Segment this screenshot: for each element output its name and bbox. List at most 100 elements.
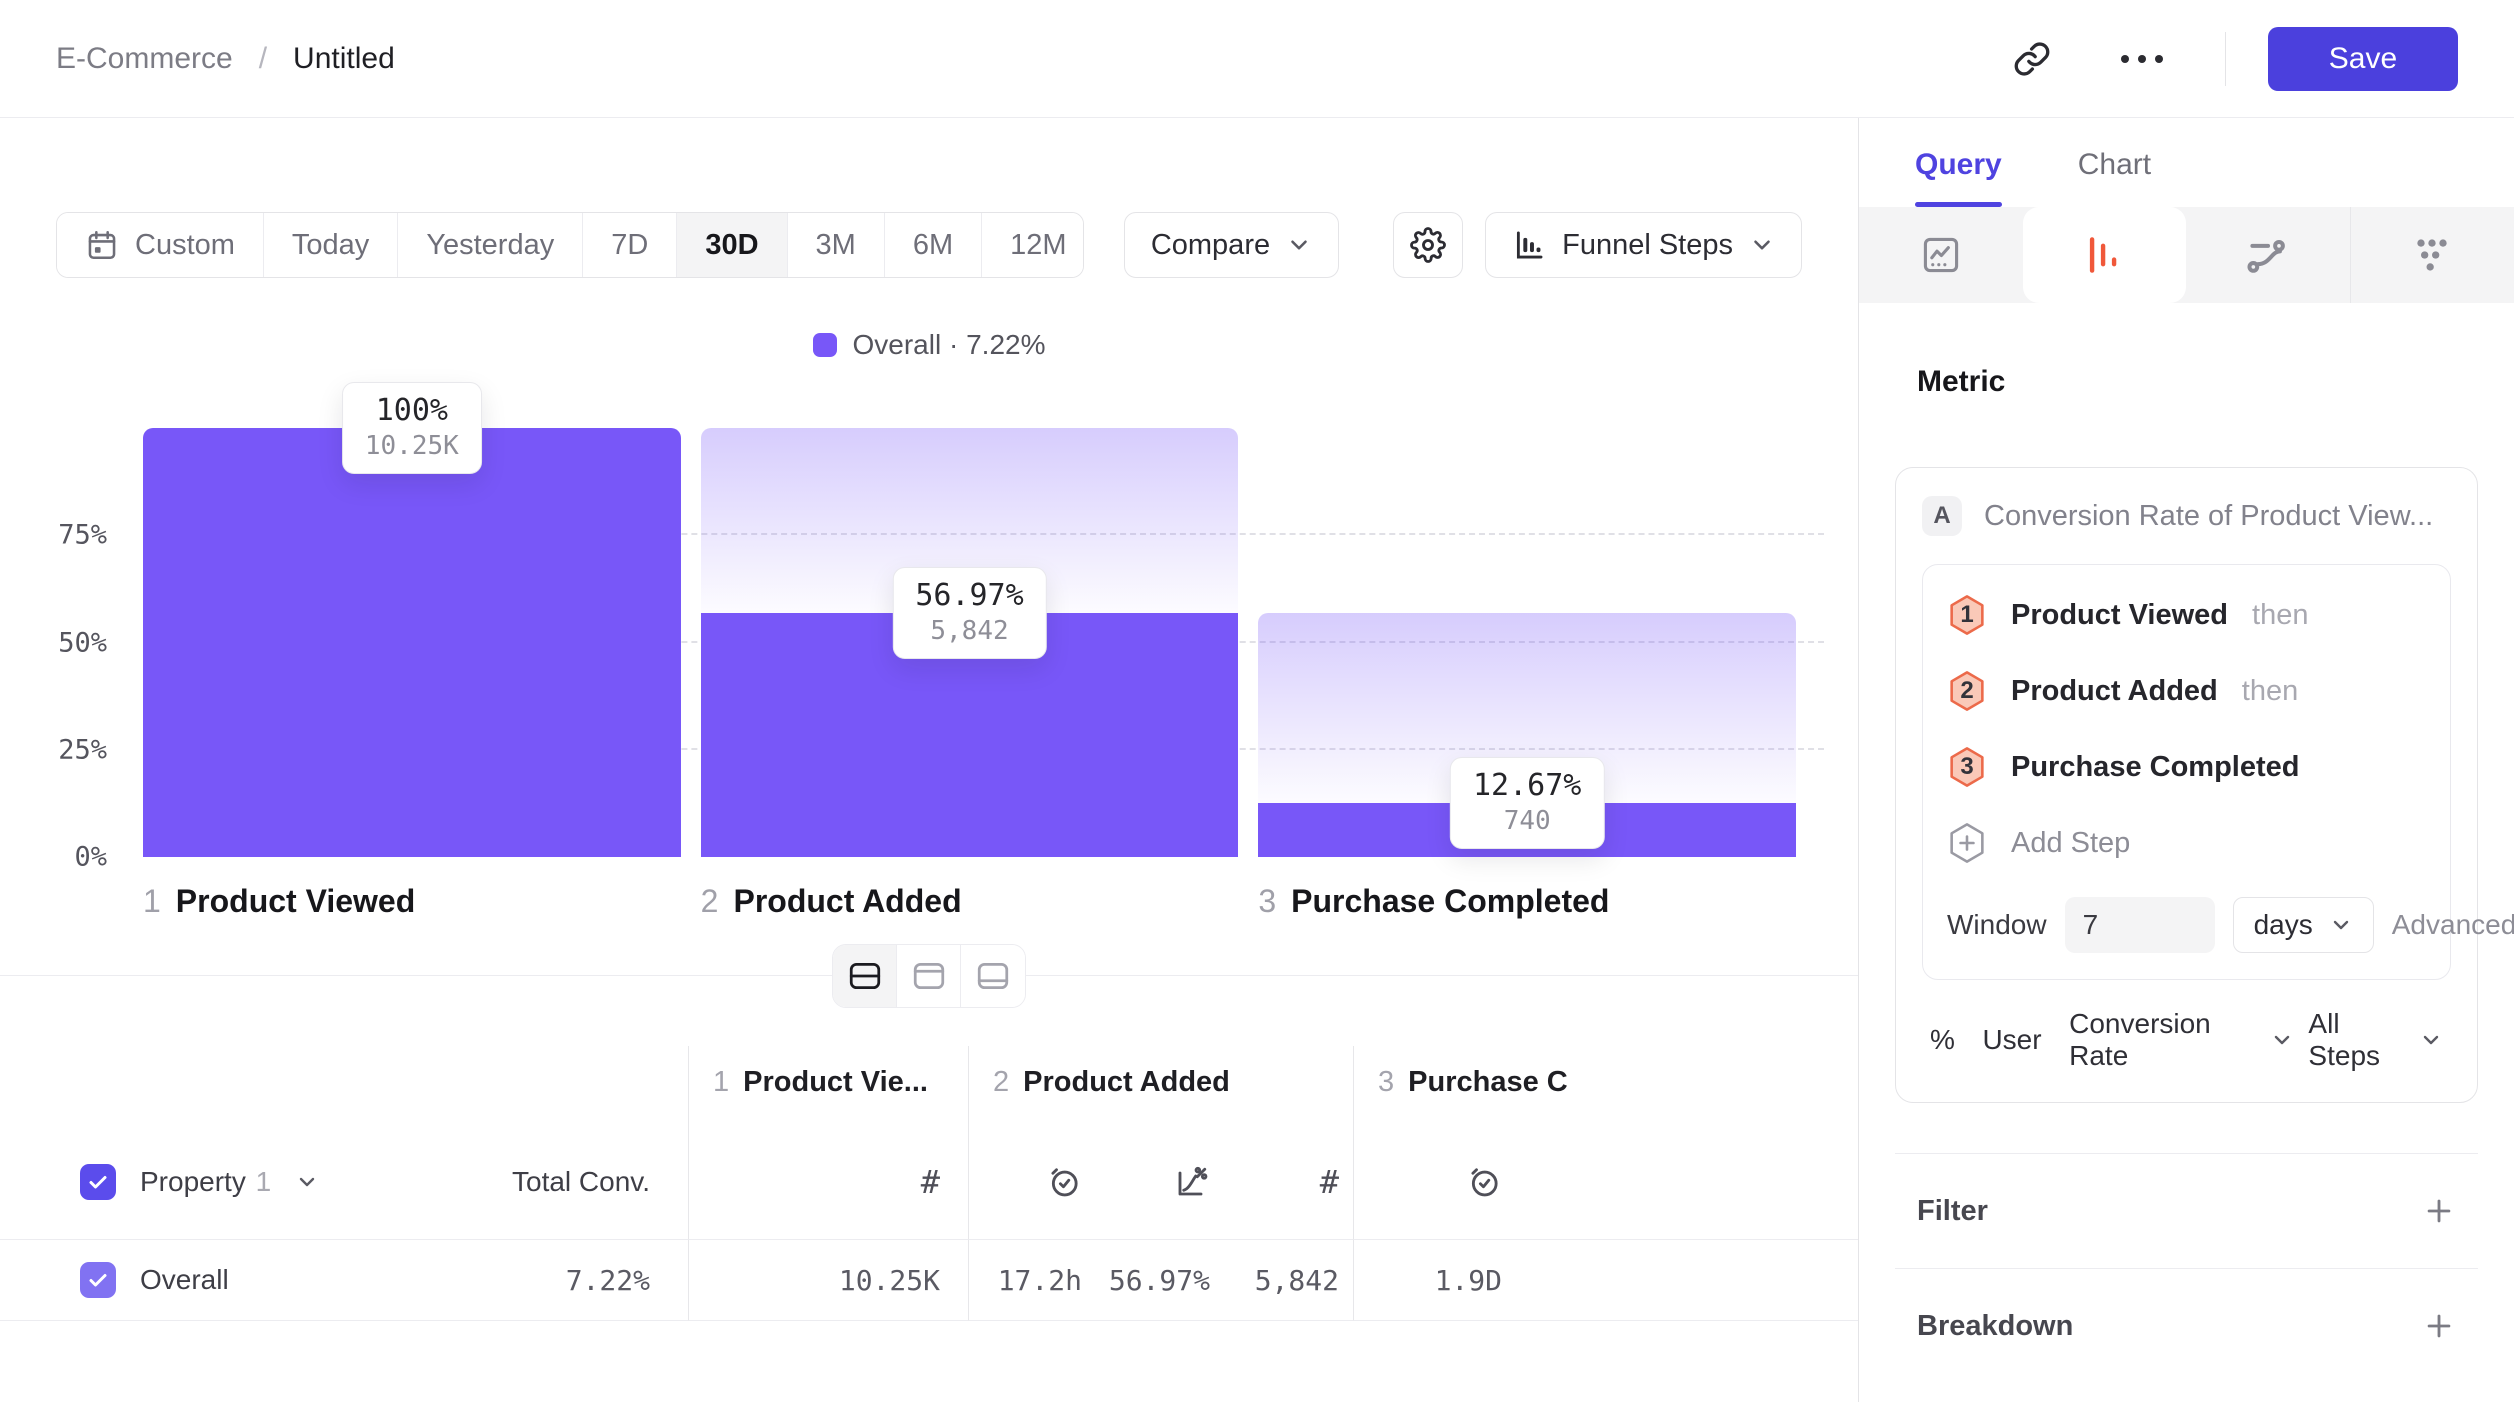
legend-value: 7.22%	[966, 329, 1046, 360]
step-label-3: 3 Purchase Completed	[1258, 882, 1610, 919]
funnel-bar-step-1[interactable]: 100% 10.25K	[143, 382, 681, 857]
range-30d-selected[interactable]: 30D	[677, 213, 788, 277]
counting-entity[interactable]: User	[1982, 1024, 2042, 1055]
metric-heading: Metric	[1917, 365, 2006, 398]
chart-only-view-toggle[interactable]	[897, 945, 961, 1007]
dots-grid-tab[interactable]	[2351, 207, 2514, 303]
funnel-steps-card: 1 Product Viewed then 2 Product Added th…	[1922, 564, 2514, 980]
funnel-step-row-1[interactable]: 1 Product Viewed then	[1947, 577, 2426, 653]
range-yesterday[interactable]: Yesterday	[398, 213, 584, 277]
funnel-step-row-2[interactable]: 2 Product Added then	[1947, 653, 2426, 729]
x-axis-step-labels: 1 Product Viewed 2 Product Added 3 Purch…	[143, 883, 1796, 919]
range-today[interactable]: Today	[263, 213, 399, 277]
funnel-chart: 75% 50% 25% 0% 100% 10.25K 56.97% 5,842	[58, 382, 1824, 873]
counting-measure-select[interactable]: Conversion Rate	[2069, 1008, 2294, 1072]
window-label: Window	[1947, 909, 2047, 940]
tooltip-percent: 100%	[375, 393, 448, 428]
breadcrumb-root[interactable]: E-Commerce	[56, 41, 233, 75]
flow-chart-tab[interactable]	[2186, 207, 2351, 303]
steps-scope-select[interactable]: All Steps	[2308, 1008, 2443, 1072]
row-step2-count: 5,842	[1224, 1239, 1353, 1321]
y-axis-tick: 0%	[74, 841, 107, 873]
step-hexagon-badge: 3	[1947, 746, 1987, 788]
window-value-input[interactable]	[2064, 897, 2215, 953]
tab-chart[interactable]: Chart	[2078, 148, 2151, 207]
funnel-chart-tab-selected[interactable]	[2022, 207, 2186, 303]
range-6m[interactable]: 6M	[884, 213, 983, 277]
chevron-down-icon	[1749, 232, 1775, 258]
bar-tooltip: 56.97% 5,842	[892, 566, 1047, 659]
table-group-step-1: 1 Product Vie...	[688, 1046, 968, 1124]
table-only-view-toggle[interactable]	[961, 945, 1025, 1007]
top-bar: E-Commerce / Untitled Save	[0, 0, 2514, 118]
table-group-step-2: 2 Product Added	[968, 1046, 1353, 1124]
save-button[interactable]: Save	[2268, 26, 2458, 91]
count-column-icon[interactable]: #	[920, 1162, 940, 1201]
plus-icon	[2422, 1194, 2456, 1228]
breakdown-label: Breakdown	[1917, 1309, 2074, 1342]
chevron-down-icon[interactable]	[295, 1170, 319, 1194]
funnel-step-row-3[interactable]: 3 Purchase Completed	[1947, 729, 2426, 805]
link-icon	[2013, 40, 2051, 78]
funnel-bar-step-3[interactable]: 12.67% 740	[1258, 428, 1797, 857]
chart-settings-button[interactable]	[1393, 212, 1464, 278]
compare-button[interactable]: Compare	[1123, 212, 1340, 278]
chart-type-dropdown[interactable]: Funnel Steps	[1485, 212, 1802, 278]
top-panel-icon	[911, 958, 947, 994]
select-all-checkbox[interactable]	[80, 1163, 116, 1200]
range-custom[interactable]: Custom	[57, 213, 264, 277]
row-checkbox[interactable]	[80, 1262, 116, 1298]
property-column-header[interactable]: Property 1	[140, 1165, 272, 1197]
metric-title-row[interactable]: A Conversion Rate of Product View...	[1922, 496, 2451, 536]
chart-type-tabs	[1859, 207, 2514, 303]
gridline-75	[143, 533, 1824, 536]
advanced-toggle[interactable]: Advanced	[2392, 909, 2514, 941]
window-unit-select[interactable]: days	[2232, 897, 2374, 953]
chevron-down-icon	[2419, 1028, 2443, 1052]
range-3m[interactable]: 3M	[787, 213, 885, 277]
add-step-button[interactable]: Add Step	[1947, 805, 2426, 881]
bottom-panel-icon	[975, 958, 1011, 994]
step-hexagon-badge: 1	[1947, 594, 1987, 636]
count-column-icon[interactable]: #	[1319, 1162, 1339, 1201]
share-link-button[interactable]	[2013, 40, 2051, 78]
bar-solid	[143, 428, 681, 857]
funnel-bar-step-2[interactable]: 56.97% 5,842	[700, 428, 1239, 857]
y-axis-tick: 75%	[58, 519, 107, 551]
chevron-down-icon	[2329, 913, 2353, 937]
split-view-toggle[interactable]	[833, 945, 897, 1007]
step-hexagon-badge: 2	[1947, 670, 1987, 712]
more-options-button[interactable]	[2120, 54, 2163, 63]
sidebar-tabs: Query Chart	[1859, 118, 2514, 207]
table-row	[0, 1239, 80, 1321]
filter-section: Filter	[1895, 1153, 2478, 1268]
results-table: 1 Product Vie... 2 Product Added 3 Purch…	[0, 1046, 1858, 1321]
range-7d[interactable]: 7D	[583, 213, 678, 277]
metric-footer-row: % User Conversion Rate All Steps	[1922, 980, 2451, 1102]
add-filter-button[interactable]	[2422, 1194, 2456, 1228]
avg-time-column-icon[interactable]	[1046, 1164, 1082, 1200]
line-chart-tab[interactable]	[1859, 207, 2023, 303]
metric-badge: A	[1922, 496, 1962, 536]
conversion-window-row: Window days Advanced	[1947, 897, 2514, 953]
chart-legend[interactable]: Overall · 7.22%	[0, 328, 1858, 362]
row-name: Overall	[140, 1264, 229, 1295]
chevron-down-icon	[1286, 232, 1312, 258]
step-label-2: 2 Product Added	[700, 882, 962, 919]
breadcrumb-current[interactable]: Untitled	[293, 41, 395, 75]
calendar-icon	[85, 228, 119, 262]
split-view-icon	[847, 958, 883, 994]
line-chart-icon	[1919, 233, 1963, 277]
chevron-down-icon	[2270, 1028, 2294, 1052]
range-12m[interactable]: 12M	[982, 213, 1083, 277]
add-breakdown-button[interactable]	[2422, 1309, 2456, 1343]
funnel-chart-icon	[1512, 228, 1546, 262]
counting-symbol[interactable]: %	[1930, 1024, 1955, 1055]
table-group-step-3: 3 Purchase C	[1353, 1046, 1858, 1124]
conversion-rate-column-icon[interactable]	[1174, 1164, 1210, 1200]
avg-time-column-icon[interactable]	[1466, 1164, 1502, 1200]
tab-query[interactable]: Query	[1915, 148, 2002, 207]
total-conv-column-header[interactable]: Total Conv.	[512, 1165, 650, 1197]
row-total-conv: 7.22%	[410, 1239, 650, 1321]
row-step2-conv: 56.97%	[1096, 1239, 1224, 1321]
